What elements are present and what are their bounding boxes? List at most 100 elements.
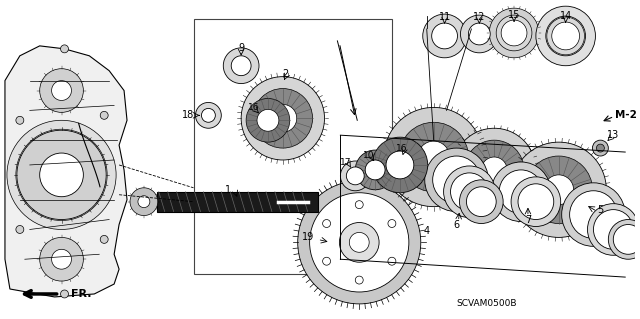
Text: 12: 12	[473, 12, 486, 22]
Circle shape	[100, 235, 108, 243]
Circle shape	[423, 14, 467, 58]
Text: 16: 16	[248, 103, 260, 112]
Circle shape	[465, 140, 524, 200]
Circle shape	[310, 193, 409, 292]
Circle shape	[593, 210, 633, 249]
Text: 18: 18	[182, 110, 195, 120]
Circle shape	[269, 104, 297, 132]
Bar	[193, 19, 392, 274]
Circle shape	[253, 89, 312, 148]
Circle shape	[501, 20, 527, 46]
Circle shape	[460, 180, 503, 224]
Circle shape	[16, 129, 107, 220]
Circle shape	[511, 142, 606, 237]
Circle shape	[547, 17, 584, 55]
Circle shape	[499, 170, 543, 214]
Circle shape	[410, 133, 458, 181]
Circle shape	[355, 150, 395, 190]
Circle shape	[511, 177, 561, 226]
Circle shape	[349, 233, 369, 252]
Text: FR.: FR.	[72, 289, 92, 299]
Circle shape	[372, 137, 428, 193]
Circle shape	[433, 156, 480, 204]
Text: SCVAM0500B: SCVAM0500B	[456, 300, 516, 308]
Circle shape	[61, 45, 68, 53]
Circle shape	[546, 16, 586, 56]
Circle shape	[40, 153, 83, 197]
Circle shape	[425, 148, 488, 211]
Circle shape	[593, 140, 609, 156]
Circle shape	[100, 111, 108, 119]
Text: 6: 6	[453, 219, 460, 229]
Circle shape	[468, 23, 490, 45]
Circle shape	[40, 237, 83, 281]
Circle shape	[231, 56, 251, 76]
Text: 16: 16	[396, 144, 408, 152]
Circle shape	[246, 99, 290, 142]
Text: 19: 19	[301, 233, 314, 242]
Circle shape	[588, 204, 639, 255]
Circle shape	[452, 128, 536, 211]
Circle shape	[130, 188, 158, 216]
Circle shape	[496, 15, 532, 51]
Text: 9: 9	[238, 43, 244, 53]
Text: 7: 7	[525, 215, 531, 225]
Circle shape	[467, 187, 496, 217]
Circle shape	[474, 150, 514, 190]
Text: 15: 15	[508, 10, 520, 20]
Circle shape	[52, 249, 72, 269]
Text: 14: 14	[559, 11, 572, 21]
Circle shape	[388, 219, 396, 227]
Circle shape	[596, 144, 604, 152]
Text: 17: 17	[340, 159, 351, 167]
Circle shape	[257, 109, 279, 131]
Circle shape	[609, 219, 640, 259]
Circle shape	[536, 6, 595, 66]
Circle shape	[432, 23, 458, 49]
Circle shape	[544, 175, 573, 205]
Circle shape	[298, 181, 420, 304]
Circle shape	[384, 108, 483, 207]
Circle shape	[323, 257, 330, 265]
Circle shape	[346, 167, 364, 185]
Circle shape	[340, 161, 370, 191]
Circle shape	[492, 162, 551, 221]
Circle shape	[386, 151, 414, 179]
Circle shape	[16, 116, 24, 124]
Circle shape	[40, 69, 83, 112]
Circle shape	[570, 191, 617, 238]
Circle shape	[501, 20, 527, 46]
Text: 10: 10	[364, 151, 375, 160]
Text: 13: 13	[607, 130, 620, 140]
Circle shape	[17, 130, 106, 219]
Circle shape	[202, 108, 215, 122]
Circle shape	[460, 15, 498, 53]
Circle shape	[263, 99, 303, 138]
Circle shape	[489, 8, 539, 58]
Text: 4: 4	[424, 226, 430, 236]
Circle shape	[525, 156, 593, 224]
Circle shape	[552, 22, 580, 50]
Circle shape	[195, 102, 221, 128]
Text: M-2: M-2	[615, 110, 637, 120]
Circle shape	[241, 77, 324, 160]
Circle shape	[562, 183, 625, 246]
Circle shape	[61, 290, 68, 298]
Circle shape	[16, 226, 24, 234]
Circle shape	[323, 219, 330, 227]
Circle shape	[355, 276, 364, 284]
Circle shape	[339, 223, 379, 262]
Circle shape	[365, 160, 385, 180]
Circle shape	[518, 184, 554, 219]
Circle shape	[138, 196, 150, 208]
Text: 1: 1	[225, 185, 231, 195]
Text: 11: 11	[438, 12, 451, 22]
Circle shape	[444, 166, 495, 218]
Circle shape	[418, 141, 449, 173]
Circle shape	[355, 201, 364, 209]
Text: 2: 2	[283, 69, 289, 79]
Text: 5: 5	[597, 204, 604, 215]
Circle shape	[399, 122, 468, 192]
Circle shape	[613, 225, 640, 254]
Circle shape	[7, 120, 116, 229]
